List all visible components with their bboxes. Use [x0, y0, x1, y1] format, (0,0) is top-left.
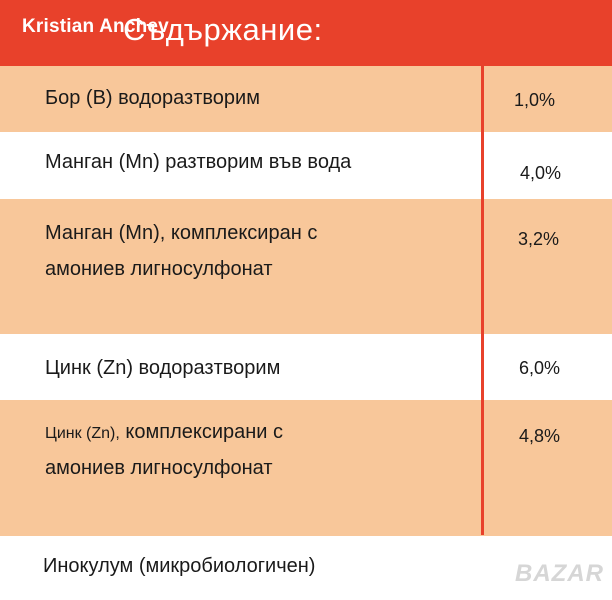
- page-title: Съдържание:: [123, 12, 323, 47]
- row-label: Инокулум (микробиологичен): [43, 555, 316, 577]
- row-label: Цинк (Zn) водоразтворим: [45, 357, 281, 379]
- row-label-small: Цинк (Zn),: [45, 425, 120, 442]
- table-row: Цинк (Zn) водоразтворим 6,0%: [0, 334, 612, 400]
- row-label: Бор (B) водоразтворим: [45, 87, 260, 109]
- header-bar: Kristian Anchev Съдържание:: [0, 0, 612, 66]
- row-value: 6,0%: [519, 358, 561, 378]
- table-row: Манган (Mn), комплексиран с амониев лигн…: [0, 199, 612, 334]
- row-label-line1: Цинк (Zn), комплексирани с: [45, 414, 283, 452]
- row-value: 1,0%: [514, 90, 556, 110]
- table-row: Бор (B) водоразтворим 1,0%: [0, 66, 612, 132]
- watermark-text: Kristian Anchev: [22, 16, 169, 37]
- row-value: 4,8%: [519, 426, 561, 446]
- row-label-line2: амониев лигносулфонат: [45, 457, 273, 479]
- row-value: 4,0%: [520, 163, 562, 183]
- column-divider: [481, 66, 484, 535]
- bazar-logo: BAZAR: [515, 560, 604, 587]
- table-row: Манган (Mn) разтворим във вода 4,0%: [0, 132, 612, 199]
- row-label-line1: Манган (Mn), комплексиран с: [45, 222, 318, 244]
- row-label-rest: комплексирани с: [125, 421, 284, 443]
- table-row: Инокулум (микробиологичен): [0, 536, 612, 600]
- row-label: Манган (Mn) разтворим във вода: [45, 151, 352, 173]
- row-value: 3,2%: [518, 229, 560, 249]
- table-row: Цинк (Zn), комплексирани с амониев лигно…: [0, 400, 612, 536]
- row-label-line2: амониев лигносулфонат: [45, 258, 273, 280]
